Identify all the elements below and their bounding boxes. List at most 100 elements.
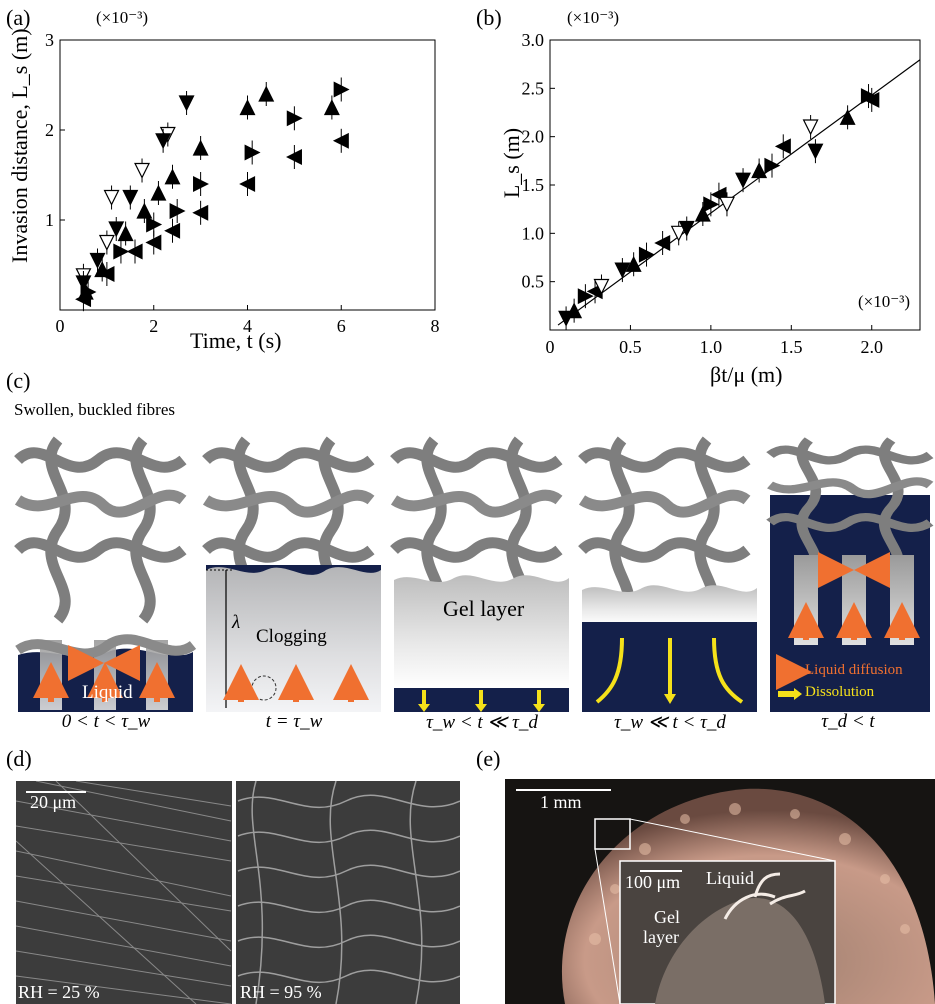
chart-a-point (258, 85, 275, 102)
chart-b-xtick-label: 0 (546, 337, 555, 357)
panel-label-b: (b) (476, 5, 502, 30)
scale-label-e: 1 mm (540, 792, 582, 812)
chart-b-point (654, 235, 671, 251)
chart-a: 0 2 4 6 8 1 2 3 (45, 30, 440, 335)
chart-b-point (807, 143, 824, 160)
caption-3: τ_w < t ≪ τ_d (426, 712, 538, 733)
chart-b-multiplier: (×10⁻³) (567, 8, 619, 27)
chart-b-point (774, 138, 791, 155)
inset-scale-label: 100 μm (625, 872, 681, 892)
chart-b-point (566, 302, 583, 319)
scale-bar-d (26, 791, 86, 793)
chart-b-xtick-label: 1.0 (700, 337, 723, 357)
chart-b-ytick-label: 1.0 (522, 223, 545, 243)
chart-a-point (134, 162, 151, 179)
chart-b-point (625, 255, 642, 272)
chart-b-point (751, 162, 768, 179)
scale-bar-e (516, 789, 611, 791)
fibres-label: Swollen, buckled fibres (14, 400, 175, 419)
chart-a-point (113, 243, 130, 260)
droplet-photo (505, 779, 935, 1004)
caption-1: 0 < t < τ_w (61, 711, 151, 732)
chart-a-point (164, 168, 181, 185)
caption-2: t = τ_w (265, 711, 323, 732)
chart-a-point (75, 291, 92, 308)
scale-bar-e-inset (640, 870, 682, 872)
chart-b-point (614, 262, 631, 279)
chart-b-ytick-label: 2.5 (522, 78, 545, 98)
schematic-diagram (0, 408, 935, 712)
droplet-image (505, 779, 935, 1004)
panel-label-a: (a) (6, 5, 31, 30)
chart-a-xtick-label: 8 (431, 316, 440, 335)
chart-b-point (593, 278, 610, 295)
inset-liquid-label: Liquid (706, 868, 754, 888)
gel-layer-label: Gel layer (443, 596, 525, 621)
liquid-label: Liquid (82, 682, 133, 703)
caption-4: τ_w ≪ t < τ_d (614, 712, 726, 733)
chart-a-point (239, 99, 256, 116)
chart-a-point (103, 189, 120, 206)
chart-a-point (286, 149, 302, 165)
chart-a-point (244, 144, 261, 161)
chart-a-xtick-label: 4 (243, 316, 252, 335)
chart-b-point (703, 196, 720, 213)
chart-a-point (136, 202, 153, 219)
panel-label-c: (c) (6, 368, 31, 393)
chart-b-xtick-label: 0.5 (619, 337, 642, 357)
chart-a-point (193, 176, 209, 192)
legend-dissolution-label: Dissolution (805, 684, 875, 700)
chart-a-point (155, 133, 172, 150)
chart-a-point (178, 95, 195, 112)
chart-b-fit-line (557, 59, 921, 326)
chart-a-point (108, 221, 125, 238)
chart-a-point (98, 234, 115, 251)
chart-a-point (146, 216, 163, 233)
chart-b-ytick-label: 0.5 (522, 272, 545, 292)
chart-b-point (678, 220, 695, 237)
chart-a-point (323, 99, 340, 116)
chart-b-ytick-label: 2.0 (522, 127, 545, 147)
chart-a-xlabel: Time, t (s) (190, 328, 282, 353)
chart-a-point (333, 81, 350, 98)
chart-a-ylabel: Invasion distance, L_s (m) (7, 28, 32, 263)
chart-b-point (577, 288, 594, 305)
chart-b-xlabel: βt/μ (m) (710, 362, 783, 387)
chart-b-point (638, 246, 655, 263)
chart-a-point (192, 204, 209, 221)
chart-a-multiplier: (×10⁻³) (96, 8, 148, 27)
chart-b-point (839, 108, 856, 125)
chart-a-ytick-label: 2 (45, 120, 54, 140)
chart-b-point (863, 91, 880, 108)
chart-a-point (332, 132, 349, 149)
legend-diffusion-label: Liquid diffusion (805, 662, 903, 678)
inset-layer-label: layer (643, 927, 679, 947)
chart-b-ytick-label: 3.0 (522, 30, 545, 50)
chart-b-point (802, 119, 819, 136)
panel-label-e: (e) (476, 746, 501, 771)
micrograph-panel (16, 781, 460, 1004)
chart-a-point (98, 266, 115, 282)
chart-b-xtick-label: 2.0 (860, 337, 883, 357)
chart-b-point (670, 225, 687, 242)
chart-a-point (122, 189, 139, 206)
chart-b-ytick-label: 1.5 (522, 175, 545, 195)
chart-b: 0 0.5 1.0 1.5 2.0 0.5 1.0 1.5 2.0 2.5 3.0 (522, 30, 921, 357)
chart-a-xtick-label: 2 (149, 316, 158, 335)
chart-b-point (694, 205, 711, 222)
inset-gel-label: Gel (654, 907, 680, 927)
panel-label-d: (d) (6, 746, 32, 771)
chart-a-point (117, 225, 134, 242)
chart-b-point (718, 196, 735, 213)
scale-label-d: 20 μm (30, 792, 77, 812)
chart-a-point (239, 176, 256, 192)
clogging-label: Clogging (256, 626, 327, 647)
chart-a-point (126, 243, 143, 260)
caption-5: τ_d < t (821, 711, 875, 732)
rh-95-label: RH = 95 % (240, 982, 322, 1002)
chart-a-point (150, 184, 167, 201)
chart-a-point (75, 275, 92, 292)
chart-b-xtick-label: 1.5 (780, 337, 803, 357)
chart-a-point (169, 203, 186, 219)
fibre-texture (16, 781, 460, 1004)
